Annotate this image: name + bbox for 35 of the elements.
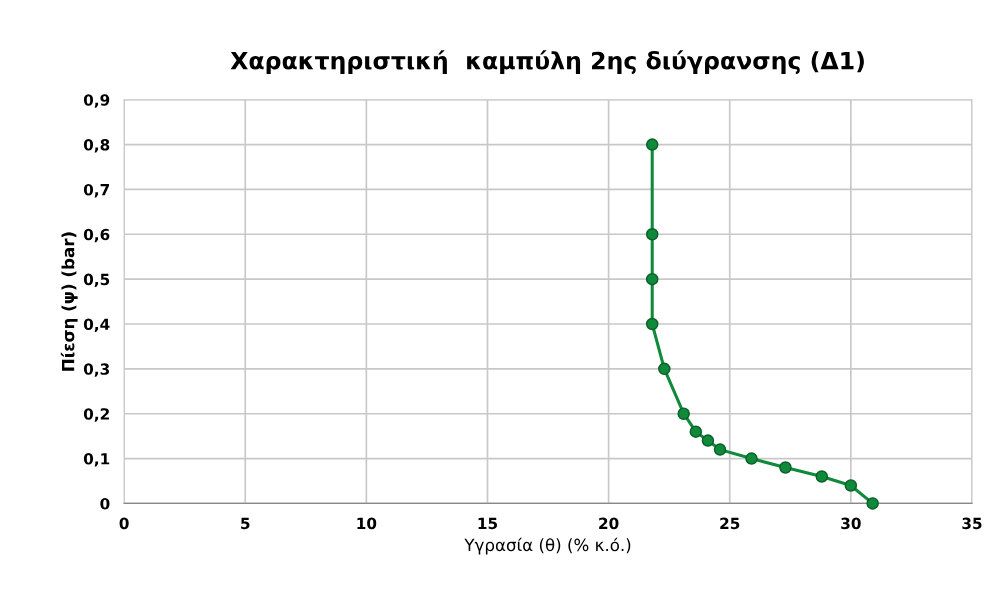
point	[866, 497, 879, 510]
y-tick-label: 0,5	[83, 273, 110, 288]
point	[677, 407, 690, 420]
x-tick-label: 35	[962, 517, 982, 530]
y-tick-label: 0,6	[83, 228, 110, 243]
y-tick-label: 0,8	[83, 139, 110, 153]
chart-title: Χαρακτηριστική καμπύλη 2ης διύγρανσης (Δ1)	[230, 50, 864, 75]
x-tick-label: 25	[720, 517, 740, 530]
x-tick-label: 0	[119, 517, 129, 530]
point	[745, 452, 758, 465]
x-axis-title: Υγρασία (θ) (% κ.ό.)	[464, 537, 631, 555]
y-tick-label: 0,2	[83, 408, 109, 422]
point	[645, 228, 659, 241]
point	[689, 425, 703, 438]
point	[645, 272, 659, 286]
point	[815, 470, 829, 483]
y-tick-label: 0	[100, 497, 110, 510]
point	[844, 479, 858, 492]
point	[658, 362, 671, 376]
y-tick-label: 0,1	[83, 453, 110, 467]
y-axis-title: Πίεση (ψ) (bar)	[60, 232, 78, 371]
x-tick-label: 10	[357, 517, 377, 530]
x-tick-label: 30	[841, 517, 861, 530]
x-tick-label: 5	[241, 517, 250, 530]
y-tick-label: 0,7	[83, 183, 110, 198]
point	[779, 461, 792, 474]
point	[645, 138, 659, 151]
y-tick-label: 0,3	[83, 363, 110, 377]
y-tick-label: 0,4	[83, 318, 110, 332]
x-tick-label: 20	[599, 517, 619, 530]
point	[645, 317, 659, 331]
point	[701, 434, 715, 447]
point	[713, 443, 727, 456]
x-tick-label: 15	[478, 517, 498, 530]
y-tick-label: 0,9	[83, 94, 110, 108]
